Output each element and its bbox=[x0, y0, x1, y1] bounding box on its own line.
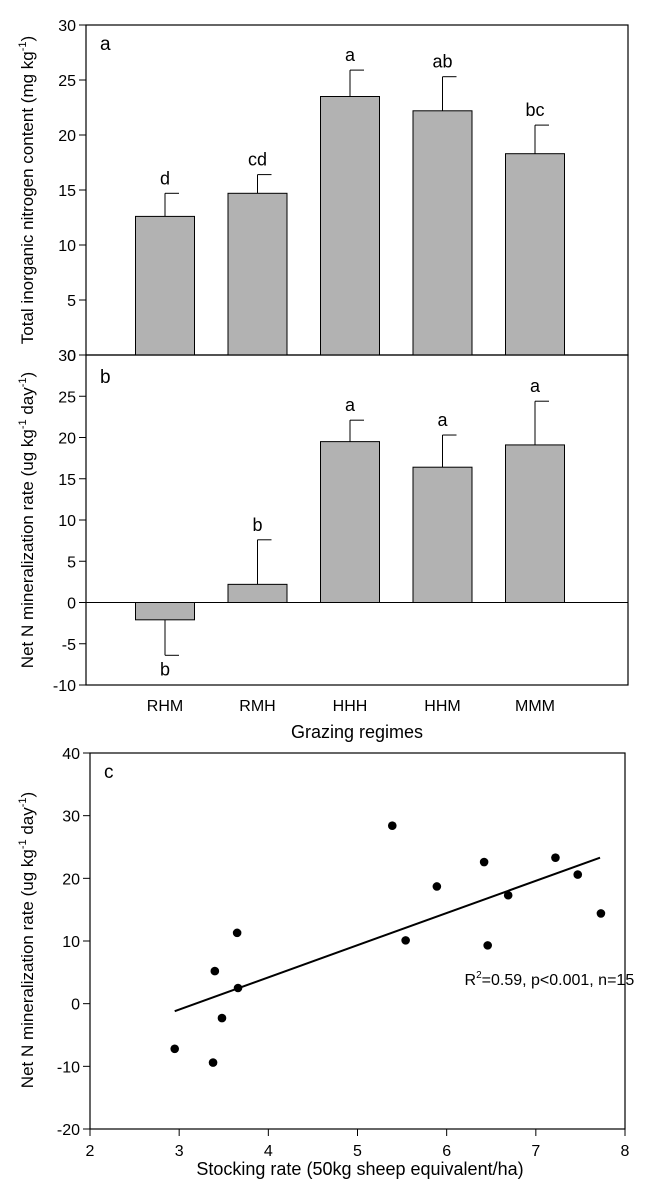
y-tick-label-1-0: -10 bbox=[53, 678, 76, 695]
panel-c-label: c bbox=[104, 762, 114, 783]
y-tick-label-0-5: 25 bbox=[58, 73, 76, 90]
data-point-4 bbox=[232, 928, 242, 938]
data-point-7 bbox=[401, 936, 410, 945]
data-point-12 bbox=[551, 853, 560, 862]
c-y-tick-label-3: 10 bbox=[62, 934, 80, 951]
panel-c-x-axis: 2 3 4 5 6 7 8 bbox=[86, 1129, 630, 1160]
bar-0-MMM bbox=[505, 153, 565, 356]
panel-c-y-axis-label: Net N mineralization rate (ug kg-1 day-1… bbox=[17, 792, 37, 1088]
panel-a-bar-chart: a 0 5 10 15 20 25 30 d cd a ab bc Total inorganic … bbox=[17, 18, 629, 365]
y-tick-label-1-6: 20 bbox=[58, 431, 76, 448]
y-tick-label-0-1: 5 bbox=[67, 293, 76, 310]
panel-b-bars: b b a a a bbox=[86, 376, 628, 679]
y-tick-label-1-7: 25 bbox=[58, 389, 76, 406]
panel-c-y-axis: -20 -10 0 10 20 30 40 bbox=[57, 746, 90, 1139]
panel-b-y-axis-label: Net N mineralization rate (ug kg-1 day-1… bbox=[17, 372, 37, 668]
panel-c-frame bbox=[89, 752, 626, 1130]
y-tick-label-1-5: 15 bbox=[58, 472, 76, 489]
c-y-tick-label-2: 0 bbox=[71, 997, 80, 1014]
y-tick-label-0-6: 30 bbox=[58, 18, 76, 35]
c-y-tick-label-5: 30 bbox=[62, 809, 80, 826]
x-tick-label-1-HHH: HHH bbox=[333, 698, 368, 715]
panel-b-label: b bbox=[100, 367, 111, 388]
bar-1-HHH bbox=[320, 441, 380, 603]
data-point-6 bbox=[387, 821, 397, 830]
data-point-14 bbox=[596, 909, 606, 918]
panel-b-y-axis: -10 -5 0 5 10 15 20 25 30 bbox=[53, 348, 86, 695]
panel-a-y-axis: 0 5 10 15 20 25 30 bbox=[58, 18, 86, 365]
data-point-0 bbox=[170, 1044, 180, 1054]
y-tick-label-1-4: 10 bbox=[58, 513, 76, 530]
y-tick-label-0-2: 10 bbox=[58, 238, 76, 255]
bar-0-HHH bbox=[320, 96, 380, 356]
significance-letter-1-MMM: a bbox=[530, 376, 541, 396]
significance-letter-0-HHH: a bbox=[345, 45, 356, 65]
x-tick-label-1-RMH: RMH bbox=[239, 698, 275, 715]
x-tick-label-1-RHM: RHM bbox=[147, 698, 183, 715]
significance-letter-1-HHH: a bbox=[345, 395, 356, 415]
c-y-tick-label-4: 20 bbox=[62, 871, 80, 888]
data-point-9 bbox=[479, 857, 489, 867]
c-x-tick-label-2: 4 bbox=[264, 1143, 273, 1160]
y-tick-label-0-0: 0 bbox=[67, 348, 76, 365]
c-x-tick-label-1: 3 bbox=[175, 1143, 184, 1160]
panel-b-bar-chart: b -10 -5 0 5 10 15 20 25 30 b b a a a RHM RMH HHH HHM MM… bbox=[17, 348, 629, 742]
c-x-tick-label-5: 7 bbox=[531, 1143, 540, 1160]
bar-0-HHM bbox=[412, 110, 473, 356]
bar-0-RHM bbox=[135, 215, 195, 356]
significance-letter-1-RMH: b bbox=[252, 515, 262, 535]
bar-1-RHM bbox=[135, 602, 195, 621]
data-point-13 bbox=[573, 870, 583, 879]
c-x-tick-label-3: 5 bbox=[353, 1143, 362, 1160]
significance-letter-0-RHM: d bbox=[160, 168, 170, 188]
significance-letter-0-HHM: ab bbox=[432, 52, 452, 72]
panel-b-x-axis-label: Grazing regimes bbox=[291, 722, 423, 742]
y-tick-label-1-2: 0 bbox=[67, 596, 76, 613]
panel-c-annotation: R2=0.59, p<0.001, n=15 bbox=[465, 970, 635, 989]
significance-letter-0-MMM: bc bbox=[525, 100, 544, 120]
c-x-tick-label-4: 6 bbox=[442, 1143, 451, 1160]
data-point-11 bbox=[503, 890, 513, 900]
panel-c-fit-line bbox=[174, 856, 601, 1013]
bar-1-RMH bbox=[227, 583, 288, 603]
c-y-tick-label-0: -20 bbox=[57, 1122, 80, 1139]
panel-c-scatter-plot: c -20 -10 0 10 20 30 40 2 3 4 5 6 7 8 R2=0.59, p<0.0… bbox=[17, 746, 634, 1179]
panel-a-y-axis-label: Total inorganic nitrogen content (mg kg-… bbox=[17, 36, 37, 344]
panel-b-x-axis: RHM RMH HHH HHM MMM bbox=[147, 698, 555, 715]
c-y-tick-label-6: 40 bbox=[62, 746, 80, 763]
panel-c-x-axis-label: Stocking rate (50kg sheep equivalent/ha) bbox=[196, 1159, 523, 1179]
data-point-10 bbox=[483, 941, 492, 950]
x-tick-label-1-MMM: MMM bbox=[515, 698, 555, 715]
panel-a-bars: d cd a ab bc bbox=[135, 45, 565, 356]
x-tick-label-1-HHM: HHM bbox=[424, 698, 460, 715]
bar-1-MMM bbox=[505, 444, 565, 603]
c-y-tick-label-1: -10 bbox=[57, 1059, 80, 1076]
data-point-3 bbox=[217, 1013, 227, 1023]
bar-1-HHM bbox=[412, 466, 473, 604]
y-tick-label-0-3: 15 bbox=[58, 183, 76, 200]
significance-letter-1-RHM: b bbox=[160, 659, 170, 679]
c-x-tick-label-6: 8 bbox=[621, 1143, 630, 1160]
data-point-1 bbox=[208, 1058, 218, 1067]
y-tick-label-1-8: 30 bbox=[58, 348, 76, 365]
data-point-8 bbox=[432, 882, 442, 891]
panel-a-label: a bbox=[100, 34, 111, 55]
panel-c-points bbox=[170, 821, 606, 1067]
y-tick-label-1-3: 5 bbox=[67, 554, 76, 571]
y-tick-label-0-4: 20 bbox=[58, 128, 76, 145]
data-point-2 bbox=[210, 966, 220, 976]
significance-letter-1-HHM: a bbox=[437, 410, 448, 430]
y-tick-label-1-1: -5 bbox=[62, 637, 76, 654]
significance-letter-0-RMH: cd bbox=[248, 150, 267, 170]
bar-0-RMH bbox=[227, 192, 288, 356]
c-x-tick-label-0: 2 bbox=[86, 1143, 95, 1160]
